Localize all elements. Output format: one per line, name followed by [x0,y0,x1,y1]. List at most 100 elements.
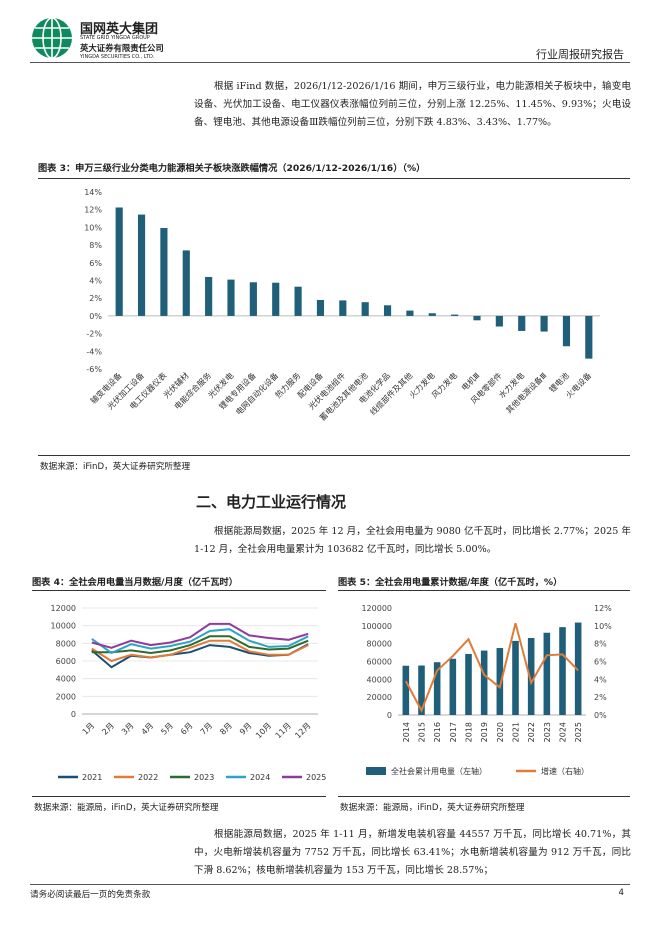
series-line-2022 [91,639,309,663]
y-tick-label: -4% [86,347,102,356]
bar-2021 [512,640,519,715]
y-tick-label: 4000 [56,675,76,684]
figure5-title: 图表 5：全社会用电量累计数据/年度（亿千瓦时，%） [338,577,563,588]
bar-2022 [527,637,535,715]
y-tick-label: -2% [86,330,102,339]
company-name-en: STATE GRID YINGDA GROUP [80,35,150,41]
series-line-2023 [91,635,309,655]
x-tick-label: 9月 [238,721,254,737]
report-type: 行业周报研究报告 [536,48,624,61]
figure3-top-rule [38,178,630,179]
bar-6 [249,282,257,316]
footer-disclaimer: 请务必阅读最后一页的免责条款 [30,890,151,900]
legend-label: 增速（右轴） [541,766,589,776]
y-tick-label: 20000 [367,693,392,702]
bar-2015 [418,665,425,715]
bar-12 [383,305,392,316]
bar-1 [137,214,146,316]
bar-11 [361,302,369,316]
bar-2016 [433,662,441,715]
bar-17 [495,315,503,327]
y2-tick-label: 12% [594,604,612,613]
x-tick-label: 5月 [159,721,175,737]
y-tick-label: 6% [89,259,102,268]
x-tick-label: 8月 [218,721,234,737]
y-tick-label: 8000 [56,639,76,648]
monthly-consumption-line-chart: 12000 10000 8000 6000 4000 2000 0 1月 2月 3月 4月 5月 6月 7… [51,604,326,782]
series-line-2024 [91,628,309,655]
y-tick-label: 60000 [367,658,392,667]
legend-label: 2021 [82,773,102,782]
y2-tick-label: 8% [594,640,607,649]
section-heading: 二、电力工业运行情况 [196,493,347,511]
y-tick-label: 0 [71,710,76,719]
figure3-bottom-rule [38,455,630,456]
x-tick-label: 2023 [543,722,552,742]
bar-14 [428,313,436,316]
bar-0 [115,207,123,316]
paragraph-electricity-consumption: 根据能源局数据，2025 年 12 月，全社会用电量为 9080 亿千瓦时，同比… [194,526,631,555]
y2-tick-label: 0% [594,711,607,720]
bar-15 [451,314,459,316]
figure4-title: 图表 4：全社会用电量当月数据/月度（亿千瓦时） [32,577,238,588]
paragraph-sector-performance: 根据 iFind 数据，2026/1/12-2026/1/16 期间，申万三级行… [194,81,631,128]
y2-tick-label: 2% [594,693,607,702]
footer-divider [30,884,630,885]
bar-2023 [543,632,551,715]
bar-7 [272,282,280,316]
bar-2019 [480,650,488,715]
figure3-source: 数据来源：iFinD，英大证券研究所整理 [40,462,191,472]
x-tick-label: 2020 [496,722,505,742]
y2-tick-label: 6% [594,658,607,667]
securities-name-cn: 英大证券有限责任公司 [80,43,164,53]
y-tick-label: 0% [89,312,102,321]
y2-tick-label: 10% [594,622,612,631]
figure4-bottom-rule [32,796,326,797]
figure5-top-rule [338,590,630,591]
bar-10 [339,300,347,316]
x-tick-label: 7月 [199,721,215,737]
paragraph-installed-capacity: 根据能源局数据，2025 年 1-11 月，新增发电装机容量 44557 万千瓦… [194,829,631,876]
page-number: 4 [618,888,624,898]
x-tick-label: 2018 [465,722,474,742]
y-tick-label: 8% [89,241,102,250]
bar-2025 [574,622,582,715]
x-tick-label: 2024 [559,722,568,742]
bar-8 [294,286,302,316]
legend-label: 2024 [250,773,270,782]
sector-change-bar-chart: 14%12%10%8%6%4%2%0%-2%-4%-6%输变电设备光伏加工设备电… [84,188,600,423]
bar-19 [540,315,548,332]
x-tick-label: 2014 [402,722,411,742]
y-tick-label: 6000 [56,657,76,666]
x-tick-label: 10月 [254,721,273,740]
x-tick-label: 2025 [574,722,583,742]
legend-label: 2023 [194,773,214,782]
bar-5 [227,279,235,316]
legend-label: 2022 [138,773,158,782]
x-tick-label: 2021 [512,722,521,742]
company-logo: 国网英大集团 STATE GRID YINGDA GROUP 英大证券有限责任公… [30,16,200,62]
x-tick-label: 2022 [527,722,536,742]
y-tick-label: -6% [86,365,102,374]
header-divider [30,62,630,63]
bar-20 [562,315,571,347]
y-tick-label: 80000 [367,640,392,649]
x-tick-label: 2016 [433,722,442,742]
bar-4 [205,276,213,316]
y2-tick-label: 4% [594,675,607,684]
bar-2 [160,228,168,316]
x-tick-label: 4月 [140,721,156,737]
y-tick-label: 14% [84,188,102,197]
growth-line [404,622,579,713]
y-tick-label: 12000 [51,604,76,613]
bar-3 [182,250,190,316]
state-grid-globe-icon [32,17,72,59]
bar-2020 [496,648,504,715]
x-tick-label: 2019 [480,722,489,742]
bar-2018 [465,653,472,715]
x-tick-label: 6月 [179,721,195,737]
figure4-top-rule [32,590,326,591]
y-tick-label: 120000 [361,604,392,613]
y-tick-label: 10% [84,223,102,232]
figure5-bottom-rule [338,796,630,797]
